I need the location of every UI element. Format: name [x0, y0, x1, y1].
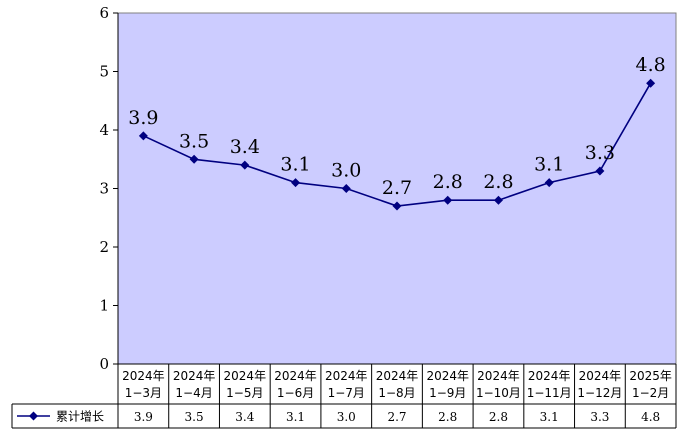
data-table: 2024年 1−3月 3.9 2024年 1−4月 3.5 2024年 1−5月 3.4 2024… — [11, 363, 677, 429]
data-point — [240, 160, 250, 170]
y-tick-label: 1 — [99, 297, 109, 315]
legend: 累计增长 — [17, 410, 104, 424]
x-category-label: 2024年 — [376, 369, 419, 383]
data-label: 3.0 — [331, 160, 361, 182]
x-category-label: 1−8月 — [378, 386, 415, 400]
table-value-cell: 3.0 — [337, 410, 356, 424]
series-markers — [138, 78, 656, 211]
data-label: 3.4 — [230, 136, 260, 158]
y-tick-label: 3 — [99, 180, 109, 198]
x-category-label: 1−2月 — [632, 386, 669, 400]
table-value-cell: 2.7 — [387, 410, 406, 424]
x-category-label: 2024年 — [325, 369, 368, 383]
table-value-cell: 3.3 — [590, 410, 609, 424]
x-category-label: 1−4月 — [175, 386, 212, 400]
data-point — [646, 78, 656, 88]
table-value-cell: 3.9 — [134, 410, 153, 424]
legend-label: 累计增长 — [56, 410, 104, 424]
data-point — [493, 195, 503, 205]
x-category-label: 2024年 — [528, 369, 571, 383]
data-label: 2.8 — [433, 171, 463, 193]
x-category-label: 1−12月 — [577, 386, 622, 400]
x-category-label: 2024年 — [426, 369, 469, 383]
x-category-label: 2024年 — [173, 369, 216, 383]
x-category-label: 1−7月 — [328, 386, 365, 400]
x-category-label: 1−6月 — [277, 386, 314, 400]
x-category-label: 1−10月 — [476, 386, 521, 400]
table-value-cell: 3.5 — [185, 410, 204, 424]
x-category-label: 1−5月 — [226, 386, 263, 400]
table-value-cell: 3.1 — [540, 410, 559, 424]
y-tick-label: 2 — [99, 238, 109, 256]
x-category-label: 2024年 — [224, 369, 267, 383]
data-label: 3.5 — [179, 130, 209, 152]
plot-area — [117, 12, 677, 365]
x-category-label: 2025年 — [629, 369, 672, 383]
data-point — [189, 154, 199, 164]
data-label: 2.7 — [382, 177, 412, 199]
x-category-label: 1−9月 — [429, 386, 466, 400]
x-category-label: 2024年 — [477, 369, 520, 383]
x-category-label: 2024年 — [274, 369, 317, 383]
y-tick-label: 0 — [99, 355, 109, 373]
x-category-label: 1−3月 — [125, 386, 162, 400]
data-point — [544, 178, 554, 188]
y-axis-ticks: 0 1 2 3 4 5 6 — [99, 4, 118, 373]
data-point — [341, 184, 351, 193]
data-label: 2.8 — [483, 171, 513, 193]
y-tick-label: 4 — [99, 121, 109, 139]
data-label: 3.9 — [128, 107, 158, 129]
y-tick-label: 5 — [99, 63, 109, 81]
table-value-cell: 3.1 — [286, 410, 305, 424]
data-point — [595, 166, 605, 176]
data-label: 3.1 — [280, 154, 310, 176]
table-value-cell: 3.4 — [235, 410, 254, 424]
data-label: 3.3 — [585, 142, 615, 164]
data-label: 3.1 — [534, 154, 564, 176]
x-category-label: 2024年 — [122, 369, 165, 383]
data-label: 4.8 — [636, 54, 666, 76]
table-value-cell: 2.8 — [489, 410, 508, 424]
data-point — [392, 201, 402, 211]
legend-marker — [29, 411, 38, 421]
table-value-cell: 2.8 — [438, 410, 457, 424]
x-category-label: 1−11月 — [527, 386, 572, 400]
x-category-label: 2024年 — [579, 369, 622, 383]
table-value-cell: 4.8 — [641, 410, 660, 424]
y-tick-label: 6 — [99, 4, 109, 22]
data-labels: 3.9 3.5 3.4 3.1 3.0 2.7 2.8 2.8 3.1 3.3 4.8 — [128, 54, 665, 199]
data-point — [138, 131, 148, 141]
data-point — [443, 195, 453, 205]
data-point — [291, 178, 301, 188]
